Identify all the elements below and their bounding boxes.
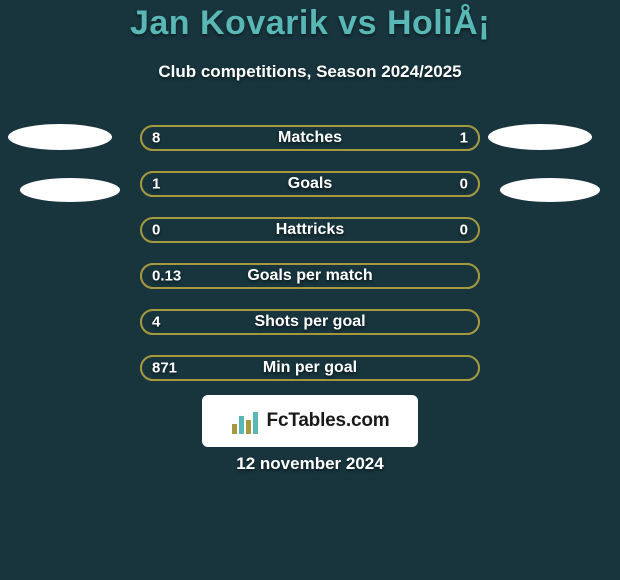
comparison-bar-row: Hattricks0 0 bbox=[140, 217, 480, 243]
bar-left-value: 8 bbox=[152, 130, 160, 147]
bar-right-value: 0 bbox=[460, 176, 468, 193]
comparison-bars: Matches81Goals10Hattricks00Goals per mat… bbox=[140, 125, 480, 401]
bar-label: Min per goal bbox=[140, 359, 480, 377]
bar-label: Shots per goal bbox=[140, 313, 480, 331]
bar-label: Matches bbox=[140, 129, 480, 147]
bar-left-value: 0.13 bbox=[152, 268, 181, 285]
bar-label: Goals per match bbox=[140, 267, 480, 285]
fctables-badge: FcTables.com bbox=[202, 395, 418, 447]
page-title: Jan Kovarik vs HoliÅ¡ bbox=[0, 4, 620, 43]
fctables-text: FcTables.com bbox=[267, 410, 390, 432]
comparison-bar-row: Shots per goal4 bbox=[140, 309, 480, 335]
subtitle: Club competitions, Season 2024/2025 bbox=[0, 62, 620, 82]
team-logo-shape bbox=[488, 124, 592, 150]
team-logo-shape bbox=[8, 124, 112, 150]
bar-right-value: 0 bbox=[460, 222, 468, 239]
bar-left-value: 871 bbox=[152, 360, 177, 377]
comparison-bar-row: Goals1 0 bbox=[140, 171, 480, 197]
bar-label: Hattricks bbox=[140, 221, 480, 239]
fctables-bars-icon bbox=[231, 408, 261, 434]
comparison-bar-row: Goals per match0.13 bbox=[140, 263, 480, 289]
comparison-bar-row: Min per goal871 bbox=[140, 355, 480, 381]
infographic-date: 12 november 2024 bbox=[0, 454, 620, 474]
bar-label: Goals bbox=[140, 175, 480, 193]
bar-right-value: 1 bbox=[460, 130, 468, 147]
infographic-canvas: Jan Kovarik vs HoliÅ¡ Club competitions,… bbox=[0, 0, 620, 580]
bar-left-value: 1 bbox=[152, 176, 160, 193]
bar-left-value: 4 bbox=[152, 314, 160, 331]
team-logo-shape bbox=[500, 178, 600, 202]
team-logo-shape bbox=[20, 178, 120, 202]
bar-left-value: 0 bbox=[152, 222, 160, 239]
comparison-bar-row: Matches8 1 bbox=[140, 125, 480, 151]
